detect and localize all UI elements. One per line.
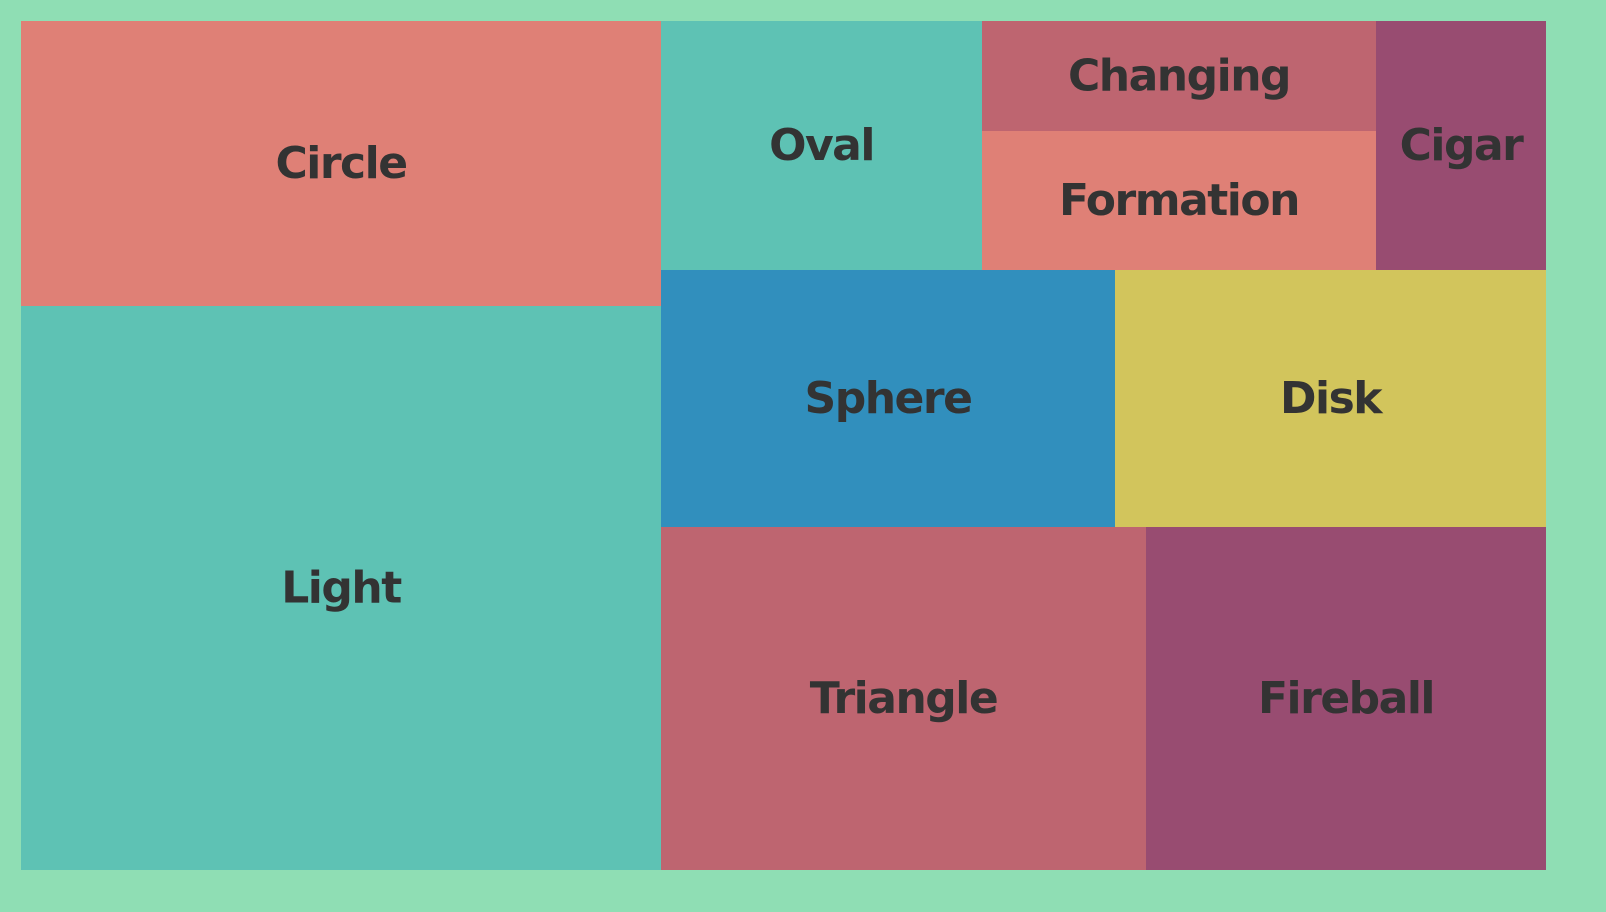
treemap-label-triangle: Triangle	[810, 673, 997, 724]
treemap-label-oval: Oval	[769, 120, 874, 171]
treemap-label-fireball: Fireball	[1258, 673, 1434, 724]
treemap-label-sphere: Sphere	[805, 373, 972, 424]
treemap-cell-fireball	[1146, 527, 1546, 870]
treemap-label-formation: Formation	[1059, 175, 1299, 226]
treemap-label-disk: Disk	[1280, 373, 1384, 424]
treemap-cell-light	[21, 306, 661, 870]
treemap-cell-cigar	[1376, 21, 1546, 270]
treemap-cell-circle	[21, 21, 661, 306]
treemap-label-circle: Circle	[275, 138, 406, 189]
treemap-cell-disk	[1115, 270, 1546, 527]
treemap-label-changing: Changing	[1068, 51, 1290, 102]
treemap-cell-triangle	[661, 527, 1146, 870]
treemap-cell-oval	[661, 21, 982, 270]
treemap-cell-sphere	[661, 270, 1115, 527]
treemap-label-light: Light	[281, 563, 402, 614]
treemap-cell-changing	[982, 21, 1376, 131]
treemap-labels: Light Circle Fireball Triangle Sphere Disk Ova…	[275, 51, 1525, 725]
treemap-label-cigar: Cigar	[1400, 120, 1525, 171]
treemap-cells	[21, 21, 1546, 870]
treemap-cell-formation	[982, 131, 1376, 270]
